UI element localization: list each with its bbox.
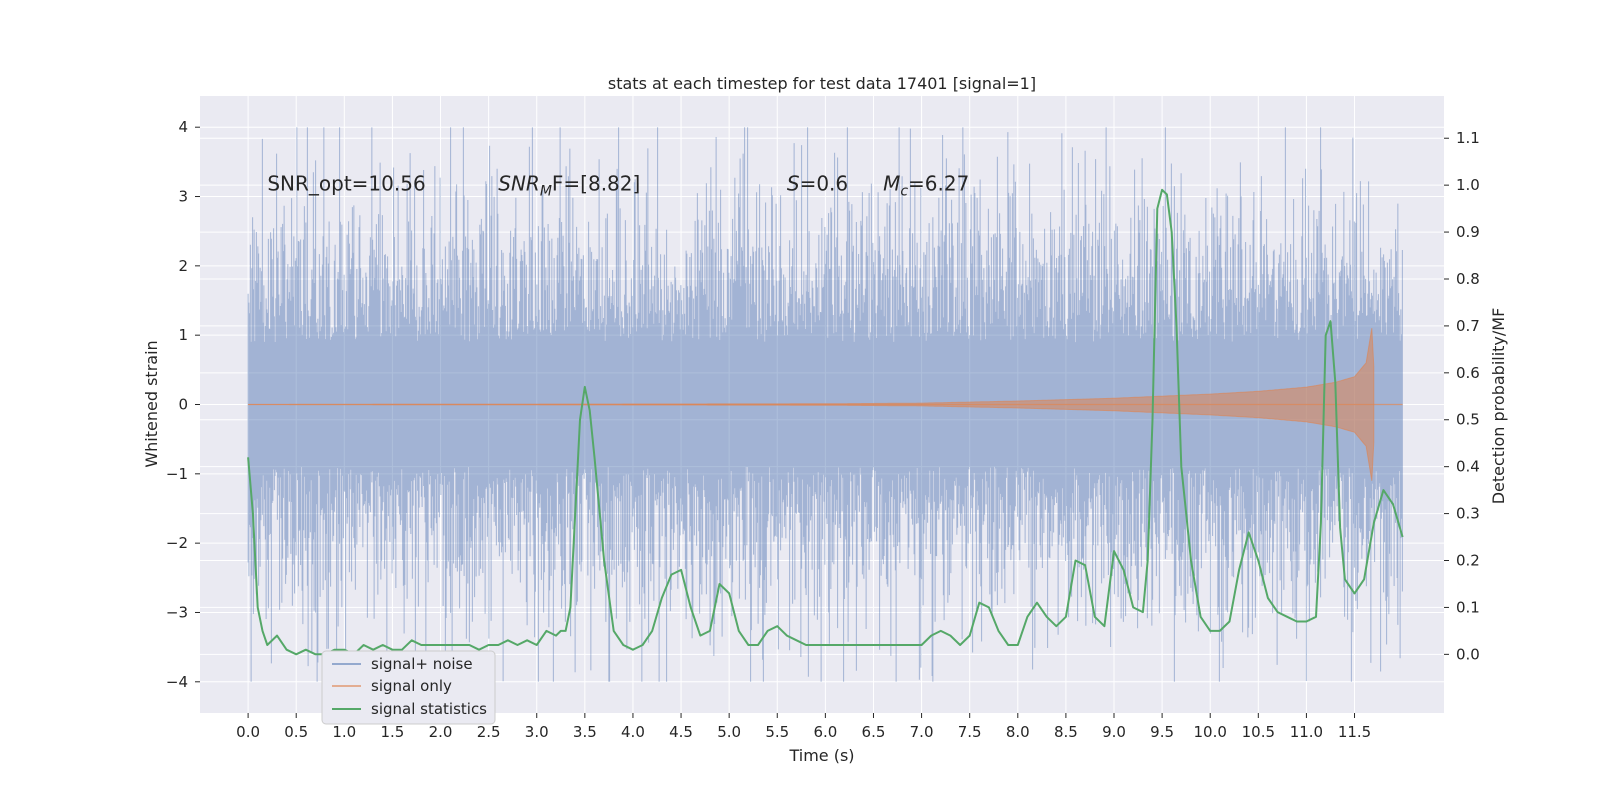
y-tick-label: −2 [166,534,188,552]
y-axis-left-ticks: 4 3 2 1 0 −1 −2 −3 −4 [166,118,200,691]
x-tick-label: 9.0 [1102,723,1126,741]
x-axis-ticks: 0.0 0.5 1.0 1.5 2.0 2.5 3.0 3.5 4.0 4.5 5.0 5.5 6.0 6… [236,713,1371,741]
y2-tick-label: 0.3 [1456,505,1480,523]
x-tick-label: 1.5 [380,723,404,741]
x-tick-label: 2.5 [477,723,501,741]
x-tick-label: 10.0 [1194,723,1227,741]
x-tick-label: 11.0 [1290,723,1323,741]
x-tick-label: 1.0 [332,723,356,741]
series-signal-only [248,328,1403,481]
annotation-mc: Mc=6.27 [883,172,969,200]
y2-tick-label: 0.6 [1456,364,1480,382]
y-tick-label: 4 [178,118,188,136]
y2-tick-label: 0.5 [1456,411,1480,429]
y-tick-label: 0 [178,396,188,414]
x-tick-label: 5.5 [765,723,789,741]
x-tick-label: 7.5 [958,723,982,741]
y-tick-label: 3 [178,188,188,206]
x-tick-label: 6.5 [862,723,886,741]
legend: signal+ noise signal only signal statist… [321,650,496,725]
x-tick-label: 0.5 [284,723,308,741]
x-tick-label: 5.0 [717,723,741,741]
y-axis-right-label: Detection probability/MF [1489,308,1508,505]
x-axis-label: Time (s) [788,746,854,765]
y2-tick-label: 0.2 [1456,552,1480,570]
x-tick-label: 8.0 [1006,723,1030,741]
x-tick-label: 6.0 [813,723,837,741]
y-axis-label: Whitened strain [142,340,161,467]
chart-title: stats at each timestep for test data 174… [608,74,1036,93]
legend-label-noise: signal+ noise [371,655,473,673]
x-tick-label: 9.5 [1150,723,1174,741]
annotation-snr_opt: SNR_opt=10.56 [267,172,425,196]
y-tick-label: −1 [166,465,188,483]
stats-line [247,188,1404,656]
x-tick-label: 7.0 [910,723,934,741]
x-tick-label: 4.5 [669,723,693,741]
series-signal-statistics [247,188,1404,656]
annotation-s: S=0.6 [787,172,848,196]
annotations: SNR_opt=10.56 SNRMF=[8.82] S=0.6 Mc=6.27 [267,172,969,200]
x-tick-label: 0.0 [236,723,260,741]
x-tick-label: 11.5 [1338,723,1371,741]
y2-tick-label: 1.0 [1456,176,1480,194]
legend-box [321,650,496,725]
y2-tick-label: 0.8 [1456,270,1480,288]
x-tick-label: 4.0 [621,723,645,741]
y-axis-right-ticks: 1.1 1.0 0.9 0.8 0.7 0.6 0.5 0.4 0.3 0.2 0.1 0.0 [1444,129,1480,663]
legend-label-stats: signal statistics [371,700,487,718]
y2-tick-label: 0.7 [1456,317,1480,335]
annotation-snr_mf: SNRMF=[8.82] [498,172,640,200]
legend-label-signal: signal only [371,677,452,695]
y2-tick-label: 0.4 [1456,458,1480,476]
y2-tick-label: 0.9 [1456,223,1480,241]
y2-tick-label: 0.0 [1456,645,1480,663]
y-tick-label: 1 [178,326,188,344]
y-tick-label: 2 [178,257,188,275]
x-tick-label: 8.5 [1054,723,1078,741]
y-tick-label: −3 [166,603,188,621]
x-tick-label: 3.5 [573,723,597,741]
x-tick-label: 2.0 [429,723,453,741]
x-tick-label: 3.0 [525,723,549,741]
y2-tick-label: 1.1 [1456,129,1480,147]
x-tick-label: 10.5 [1242,723,1275,741]
y2-tick-label: 0.1 [1456,598,1480,616]
y-tick-label: −4 [166,673,188,691]
